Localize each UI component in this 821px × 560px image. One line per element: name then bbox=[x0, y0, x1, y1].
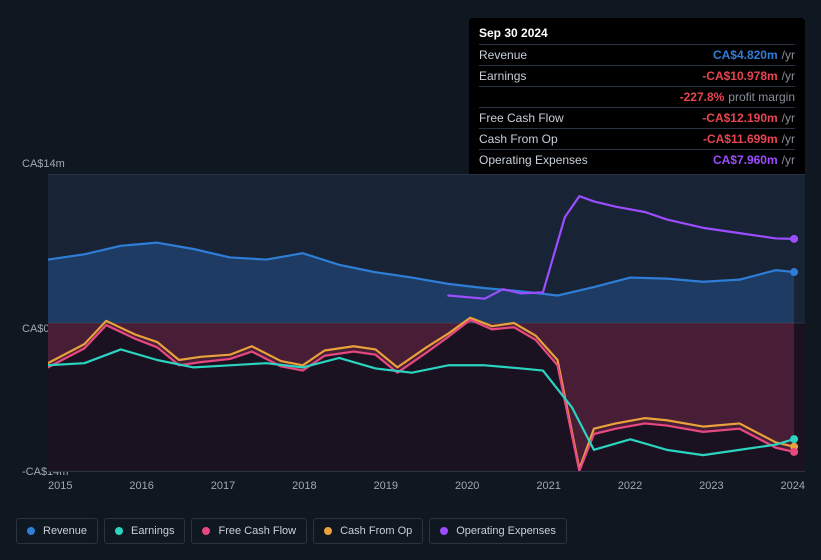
legend-dot bbox=[27, 527, 35, 535]
tooltip-row-unit: /yr bbox=[782, 111, 795, 125]
legend-item[interactable]: Revenue bbox=[16, 518, 98, 544]
tooltip-date: Sep 30 2024 bbox=[479, 26, 795, 44]
legend-label: Revenue bbox=[43, 525, 87, 537]
tooltip-row-unit: /yr bbox=[782, 48, 795, 62]
x-tick: 2015 bbox=[48, 480, 72, 492]
tooltip-row: Cash From Op -CA$11.699m/yr bbox=[479, 128, 795, 149]
tooltip-row-value: -CA$10.978m bbox=[702, 69, 777, 83]
y-tick-mid: CA$0 bbox=[22, 323, 50, 335]
legend-dot bbox=[324, 527, 332, 535]
x-tick: 2019 bbox=[374, 480, 398, 492]
legend-dot bbox=[440, 527, 448, 535]
tooltip-row: -227.8%profit margin bbox=[479, 86, 795, 107]
series-fill bbox=[48, 320, 794, 471]
tooltip-row: Revenue CA$4.820m/yr bbox=[479, 44, 795, 65]
legend-item[interactable]: Free Cash Flow bbox=[191, 518, 307, 544]
tooltip-row-label: Earnings bbox=[479, 69, 526, 83]
legend-dot bbox=[115, 527, 123, 535]
legend-label: Free Cash Flow bbox=[218, 525, 296, 537]
x-tick: 2021 bbox=[536, 480, 560, 492]
plot-area[interactable] bbox=[48, 174, 805, 472]
tooltip-row: Free Cash Flow -CA$12.190m/yr bbox=[479, 107, 795, 128]
legend-item[interactable]: Earnings bbox=[104, 518, 185, 544]
x-tick: 2017 bbox=[211, 480, 235, 492]
x-tick: 2018 bbox=[292, 480, 316, 492]
tooltip-row-label: Revenue bbox=[479, 48, 527, 62]
tooltip-row-unit: profit margin bbox=[728, 90, 795, 104]
tooltip-row-value: -CA$11.699m bbox=[703, 132, 778, 146]
tooltip-row: Earnings -CA$10.978m/yr bbox=[479, 65, 795, 86]
series-end-dot bbox=[790, 268, 798, 276]
series-fill bbox=[48, 243, 794, 323]
tooltip-row-value: CA$4.820m bbox=[713, 48, 778, 62]
tooltip-row-label: Cash From Op bbox=[479, 132, 558, 146]
tooltip-row-value: -227.8% bbox=[680, 90, 725, 104]
tooltip-row-label: Free Cash Flow bbox=[479, 111, 564, 125]
tooltip-row-unit: /yr bbox=[782, 69, 795, 83]
tooltip-row-unit: /yr bbox=[782, 132, 795, 146]
legend-item[interactable]: Operating Expenses bbox=[429, 518, 567, 544]
legend-dot bbox=[202, 527, 210, 535]
x-tick: 2022 bbox=[618, 480, 642, 492]
x-tick: 2016 bbox=[129, 480, 153, 492]
x-axis-labels: 2015 2016 2017 2018 2019 2020 2021 2022 2023 2024 bbox=[48, 480, 805, 492]
legend-item[interactable]: Cash From Op bbox=[313, 518, 423, 544]
legend-label: Cash From Op bbox=[340, 525, 412, 537]
legend-label: Operating Expenses bbox=[456, 525, 556, 537]
chart-tooltip: Sep 30 2024 Revenue CA$4.820m/yr Earnings -… bbox=[469, 18, 805, 178]
series-end-dot bbox=[790, 448, 798, 456]
legend-label: Earnings bbox=[131, 525, 174, 537]
series-end-dot bbox=[790, 235, 798, 243]
x-tick: 2024 bbox=[781, 480, 805, 492]
tooltip-row-value: -CA$12.190m bbox=[702, 111, 777, 125]
x-tick: 2020 bbox=[455, 480, 479, 492]
chart-area: CA$14m CA$0 -CA$14m 20152016201720182019… bbox=[16, 158, 805, 500]
series-end-dot bbox=[790, 435, 798, 443]
y-tick-top: CA$14m bbox=[22, 158, 65, 170]
legend: Revenue Earnings Free Cash Flow Cash From O… bbox=[16, 518, 567, 544]
x-tick: 2023 bbox=[699, 480, 723, 492]
